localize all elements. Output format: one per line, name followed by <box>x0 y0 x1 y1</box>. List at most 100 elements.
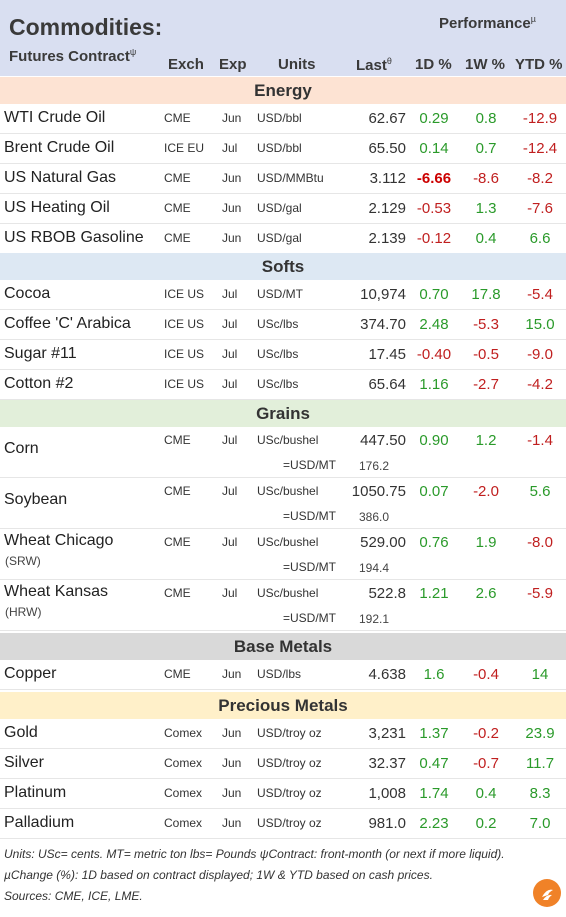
commodity-name: WTI Crude Oil <box>4 109 106 126</box>
last-price: 32.37 <box>368 755 406 772</box>
expiry: Jul <box>222 347 238 361</box>
exchange: CME <box>164 231 191 245</box>
units: USD/gal <box>257 231 302 245</box>
exchange: ICE US <box>164 377 205 391</box>
expiry: Jun <box>222 726 242 740</box>
table-row: Sugar #11 ICE US Jul USc/lbs 17.45 -0.40 -0.5 -… <box>0 340 566 370</box>
change-d1: 2.23 <box>419 815 449 832</box>
commodity-sub: (SRW) <box>5 554 41 568</box>
units: USD/troy oz <box>257 726 322 740</box>
change-w1: -0.7 <box>473 755 499 772</box>
commodity-name: US Natural Gas <box>4 169 117 186</box>
exchange: CME <box>164 201 191 215</box>
table-row: Coffee 'C' Arabica ICE US Jul USc/lbs 374.70… <box>0 310 566 340</box>
exchange: ICE US <box>164 317 205 331</box>
section-header: Softs <box>0 253 566 280</box>
page-title: Commodities: <box>9 14 163 40</box>
table-row: US Heating Oil CME Jun USD/gal 2.129 -0.53 1.3… <box>0 194 566 224</box>
exchange: CME <box>164 111 191 125</box>
last-price: 447.50 <box>360 432 406 449</box>
units: USc/bushel <box>257 586 319 600</box>
table-row: Silver Comex Jun USD/troy oz 32.37 0.47 -0.7 11… <box>0 749 566 779</box>
table-row: Wheat Kansas (HRW) CME Jul USc/bushel 522.8 1.… <box>0 580 566 631</box>
change-d1: 0.70 <box>419 286 449 303</box>
change-w1: 0.7 <box>475 140 497 157</box>
exchange: ICE EU <box>164 141 205 155</box>
expiry: Jun <box>222 111 242 125</box>
exchange: CME <box>164 484 191 498</box>
exchange: CME <box>164 586 191 600</box>
units: USD/bbl <box>257 111 302 125</box>
exchange: CME <box>164 433 191 447</box>
last-price: 522.8 <box>368 585 406 602</box>
col-last: Lastθ <box>356 56 392 74</box>
commodity-name: Cocoa <box>4 285 51 302</box>
last-price: 10,974 <box>360 286 406 303</box>
change-w1: 17.8 <box>471 286 501 303</box>
footer-units-note: Units: USc= cents. MT= metric ton lbs= P… <box>4 847 505 861</box>
expiry: Jun <box>222 231 242 245</box>
converted-units: =USD/MT <box>283 458 337 472</box>
exchange: Comex <box>164 786 203 800</box>
change-ytd: 8.3 <box>529 785 551 802</box>
last-price: 17.45 <box>368 346 406 363</box>
change-ytd: -12.4 <box>522 140 558 157</box>
commodity-name: Coffee 'C' Arabica <box>4 315 131 332</box>
last-price: 1050.75 <box>351 483 406 500</box>
converted-value: 192.1 <box>359 612 390 626</box>
col-exp: Exp <box>219 56 247 73</box>
converted-units: =USD/MT <box>283 611 337 625</box>
commodity-name: Soybean <box>4 491 68 508</box>
expiry: Jul <box>222 586 238 600</box>
last-price: 529.00 <box>360 534 406 551</box>
exchange: Comex <box>164 816 203 830</box>
change-d1: 0.07 <box>419 483 449 500</box>
section-header: Energy <box>0 77 566 104</box>
change-d1: 0.47 <box>419 755 449 772</box>
units: USD/MMBtu <box>257 171 324 185</box>
exchange: CME <box>164 535 191 549</box>
subtitle-text: Futures Contract <box>9 48 130 65</box>
units: USD/bbl <box>257 141 302 155</box>
exchange: ICE US <box>164 287 205 301</box>
change-w1: 2.6 <box>475 585 497 602</box>
converted-value: 194.4 <box>359 561 390 575</box>
units: USc/bushel <box>257 484 319 498</box>
expiry: Jun <box>222 756 242 770</box>
subtitle-mark: ψ <box>129 47 137 57</box>
change-ytd: 7.0 <box>529 815 551 832</box>
change-ytd: -8.2 <box>527 170 553 187</box>
section-header: Base Metals <box>0 633 566 660</box>
table-row: Palladium Comex Jun USD/troy oz 981.0 2.23 0.2… <box>0 809 566 839</box>
commodity-name: Sugar #11 <box>4 345 77 362</box>
expiry: Jul <box>222 535 238 549</box>
change-ytd: 15.0 <box>525 316 555 333</box>
change-ytd: -9.0 <box>527 346 553 363</box>
change-ytd: -1.4 <box>527 432 553 449</box>
table-row: WTI Crude Oil CME Jun USD/bbl 62.67 0.29 0.8 -1… <box>0 104 566 134</box>
change-ytd: 5.6 <box>529 483 551 500</box>
table-row: Gold Comex Jun USD/troy oz 3,231 1.37 -0.2 23.9 <box>0 719 566 749</box>
flame-logo-svg <box>542 889 553 900</box>
table-row: Corn CME Jul USc/bushel 447.50 0.90 1.2 -1.4 =US… <box>0 427 566 478</box>
table-row: Soybean CME Jul USc/bushel 1050.75 0.07 -2.0 5.… <box>0 478 566 529</box>
change-ytd: 14 <box>531 666 549 683</box>
units: USD/lbs <box>257 667 302 681</box>
change-w1: 1.9 <box>475 534 497 551</box>
table-row: Platinum Comex Jun USD/troy oz 1,008 1.74 0.4 8… <box>0 779 566 809</box>
change-d1: 1.74 <box>419 785 449 802</box>
change-d1: -0.40 <box>416 346 452 363</box>
change-ytd: -5.9 <box>527 585 553 602</box>
expiry: Jul <box>222 317 238 331</box>
expiry: Jul <box>222 433 238 447</box>
change-w1: -5.3 <box>473 316 499 333</box>
change-d1: -0.12 <box>416 230 452 247</box>
units: USD/gal <box>257 201 302 215</box>
last-price: 4.638 <box>368 666 406 683</box>
expiry: Jun <box>222 786 242 800</box>
change-w1: -0.5 <box>473 346 499 363</box>
last-price: 3,231 <box>368 725 406 742</box>
footer-sources: Sources: CME, ICE, LME. <box>4 889 143 903</box>
expiry: Jun <box>222 816 242 830</box>
change-ytd: -8.0 <box>527 534 553 551</box>
